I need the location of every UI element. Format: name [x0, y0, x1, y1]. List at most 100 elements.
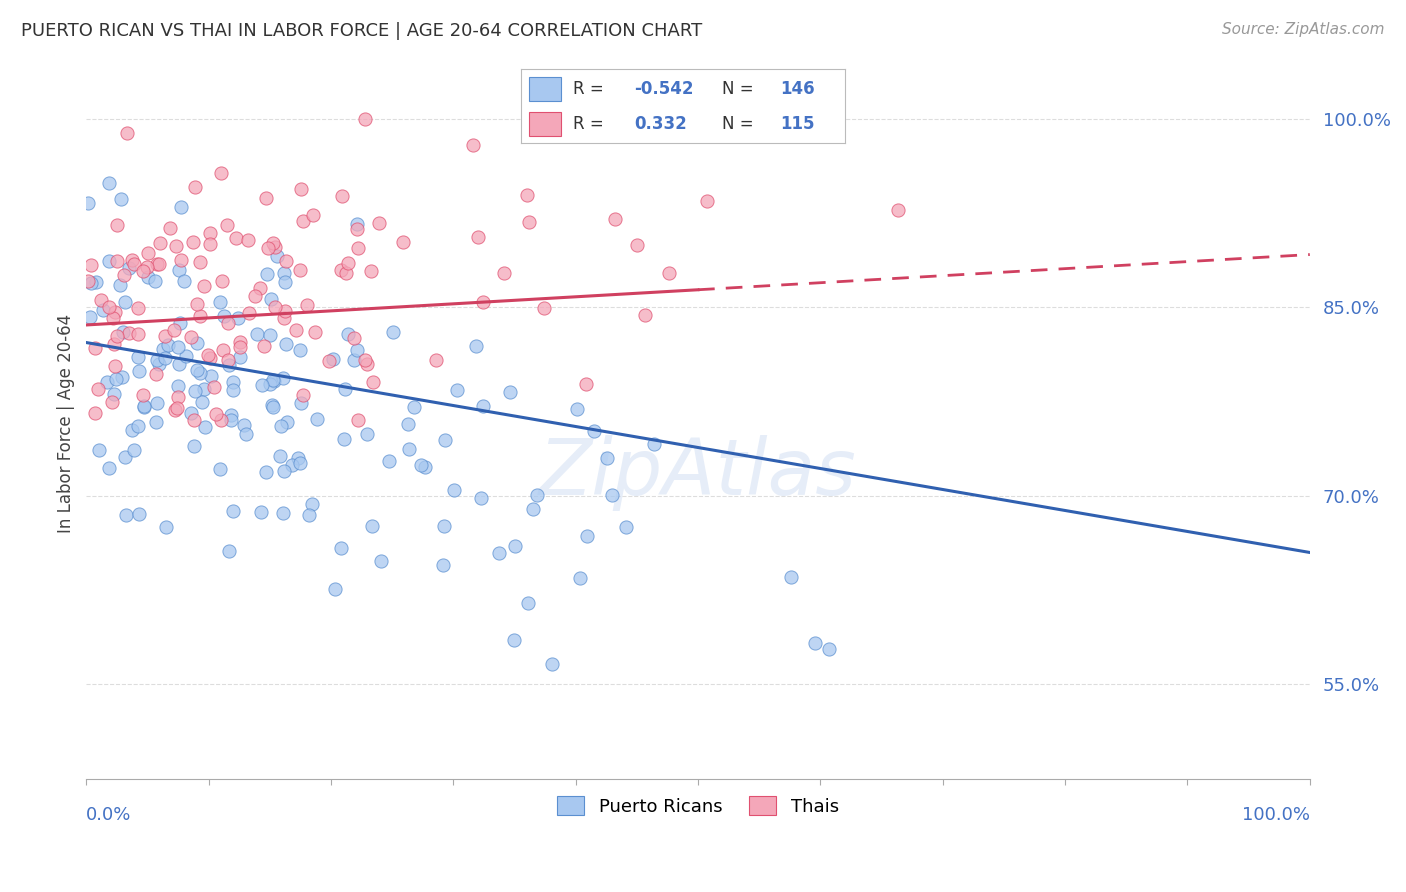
Point	[198, 236, 221, 251]
Point	[136, 245, 159, 260]
Point	[256, 466, 278, 480]
Point	[104, 372, 127, 386]
Point	[145, 367, 167, 381]
Point	[183, 413, 205, 427]
Point	[262, 373, 284, 387]
Point	[115, 126, 138, 140]
Point	[138, 270, 160, 285]
Point	[575, 377, 598, 392]
Point	[105, 329, 128, 343]
Point	[256, 267, 278, 281]
Point	[582, 424, 605, 438]
Point	[356, 427, 378, 442]
Point	[273, 266, 295, 280]
Point	[218, 358, 240, 372]
Point	[148, 357, 170, 371]
Point	[217, 219, 239, 233]
Point	[167, 390, 190, 404]
Point	[183, 235, 205, 249]
Point	[135, 260, 157, 275]
Point	[595, 118, 617, 132]
Point	[103, 336, 125, 351]
Point	[194, 420, 217, 434]
Point	[492, 266, 515, 280]
Point	[285, 323, 308, 337]
Point	[565, 402, 588, 417]
Point	[211, 343, 233, 357]
Point	[212, 309, 235, 323]
Point	[108, 277, 131, 292]
Point	[361, 519, 384, 533]
Point	[173, 274, 195, 288]
Point	[409, 458, 432, 473]
Point	[103, 386, 125, 401]
Point	[211, 165, 233, 179]
Point	[198, 227, 221, 241]
Point	[104, 359, 127, 373]
Point	[382, 325, 405, 339]
Point	[184, 179, 207, 194]
Point	[413, 460, 436, 475]
Point	[353, 353, 375, 368]
Point	[330, 262, 353, 277]
Point	[471, 400, 494, 414]
Point	[97, 176, 120, 190]
Point	[260, 398, 283, 412]
Point	[169, 316, 191, 330]
Point	[346, 222, 368, 236]
Point	[432, 558, 454, 572]
Point	[274, 303, 297, 318]
Point	[229, 350, 252, 364]
Point	[433, 433, 456, 447]
Point	[288, 343, 311, 358]
Point	[219, 413, 242, 427]
Point	[533, 301, 555, 315]
Point	[274, 253, 297, 268]
Point	[84, 406, 107, 420]
Point	[333, 432, 356, 446]
Point	[259, 292, 281, 306]
Point	[233, 417, 256, 432]
Point	[354, 112, 377, 126]
Point	[166, 379, 188, 393]
Point	[193, 382, 215, 396]
Text: 0.0%: 0.0%	[86, 806, 132, 824]
Point	[463, 137, 485, 152]
Point	[169, 200, 191, 214]
Point	[304, 325, 326, 339]
Point	[378, 454, 401, 468]
Point	[86, 382, 108, 396]
Point	[112, 325, 135, 339]
Point	[134, 400, 156, 414]
Point	[253, 339, 276, 353]
Point	[193, 279, 215, 293]
Point	[198, 351, 221, 365]
Point	[516, 188, 538, 202]
Point	[343, 330, 366, 344]
Point	[148, 257, 170, 271]
Point	[301, 498, 323, 512]
Point	[221, 375, 243, 389]
Point	[276, 337, 298, 351]
Point	[346, 217, 368, 231]
Point	[91, 303, 114, 318]
Point	[246, 326, 269, 341]
Point	[167, 357, 190, 371]
Point	[90, 293, 112, 307]
Point	[80, 277, 103, 291]
Point	[323, 582, 346, 597]
Point	[259, 328, 281, 343]
Point	[217, 353, 239, 368]
Point	[229, 334, 252, 349]
Point	[114, 295, 136, 310]
Point	[276, 415, 298, 429]
Point	[110, 193, 132, 207]
Point	[111, 369, 134, 384]
Point	[603, 211, 626, 226]
Text: ZipAtlas: ZipAtlas	[538, 435, 856, 511]
Point	[101, 395, 124, 409]
Point	[243, 289, 266, 303]
Point	[250, 505, 273, 519]
Point	[266, 249, 288, 263]
Point	[97, 253, 120, 268]
